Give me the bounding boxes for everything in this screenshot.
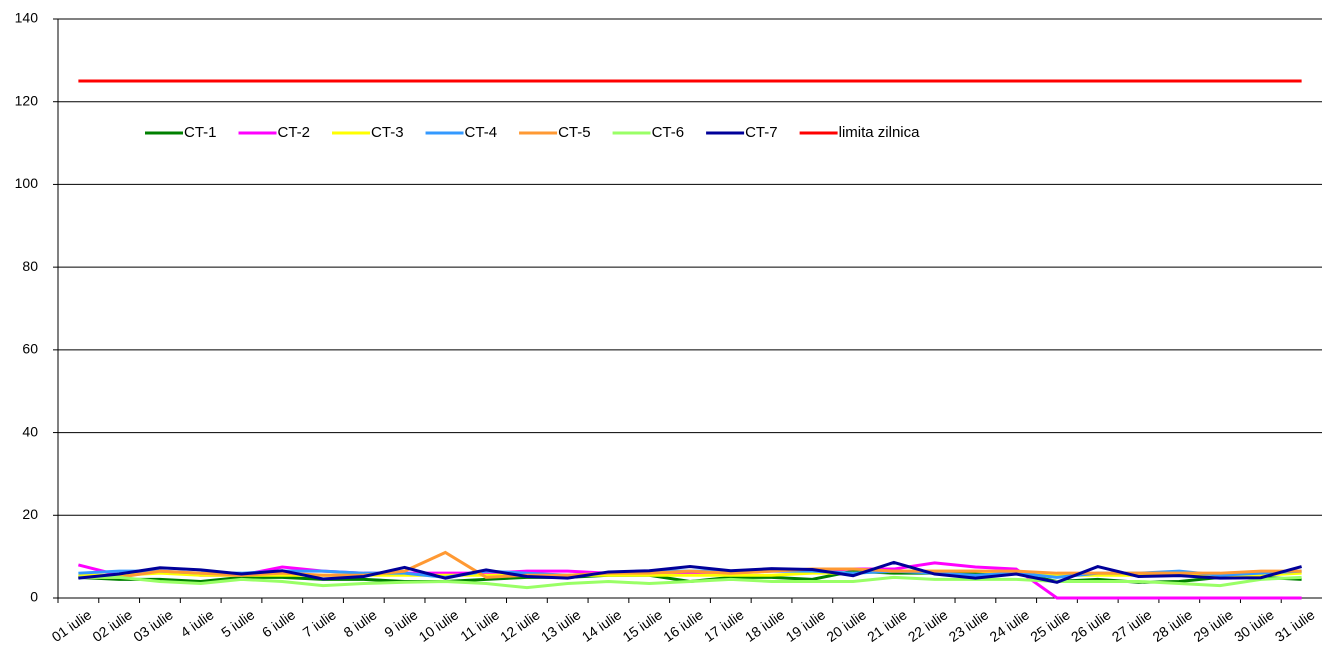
- x-tick-label: 16 iulie: [660, 606, 706, 645]
- legend-item: CT-1: [145, 124, 217, 141]
- legend-item: CT-5: [519, 124, 591, 141]
- series-line: [78, 575, 1302, 590]
- x-tick-label: 10 iulie: [416, 606, 462, 645]
- x-tick-label: 01 iulie: [49, 606, 95, 645]
- y-tick-label: 140: [15, 10, 39, 26]
- x-tick-label: 29 iulie: [1190, 606, 1236, 645]
- x-tick-label: 18 iulie: [742, 606, 788, 645]
- y-tick-label: 100: [15, 175, 39, 191]
- x-tick-label: 21 iulie: [864, 606, 910, 645]
- x-tick-label: 9 iulie: [381, 606, 420, 640]
- legend-item: CT-2: [238, 124, 311, 141]
- x-tick-label: 03 iulie: [130, 606, 176, 645]
- y-tick-label: 40: [22, 423, 38, 439]
- x-tick-label: 24 iulie: [987, 606, 1033, 645]
- x-tick-label: 30 iulie: [1231, 606, 1277, 645]
- legend-item: CT-6: [612, 124, 685, 141]
- y-tick-label: 60: [22, 341, 38, 357]
- y-tick-label: 80: [22, 258, 38, 274]
- legend-label: CT-7: [745, 124, 778, 141]
- legend-label: CT-6: [652, 124, 685, 141]
- x-tick-label: 13 iulie: [538, 606, 584, 645]
- series-line: [78, 561, 1302, 600]
- x-tick-label: 8 iulie: [340, 606, 379, 640]
- x-tick-label: 22 iulie: [905, 606, 951, 645]
- legend-label: CT-4: [465, 124, 498, 141]
- legend-item: CT-4: [425, 124, 498, 141]
- series-line: [78, 560, 1303, 584]
- x-tick-label: 19 iulie: [783, 606, 829, 645]
- legend-label: CT-3: [371, 124, 404, 141]
- x-tick-label: 11 iulie: [457, 606, 502, 644]
- x-tick-label: 26 iulie: [1068, 606, 1114, 645]
- legend-label: CT-2: [278, 124, 311, 141]
- series-line: [78, 550, 1302, 579]
- x-tick-label: 28 iulie: [1150, 606, 1196, 645]
- x-tick-label: 15 iulie: [620, 606, 666, 645]
- x-tick-label: 31 iulie: [1272, 606, 1318, 645]
- x-tick-label: 25 iulie: [1027, 606, 1073, 645]
- x-tick-label: 27 iulie: [1109, 606, 1155, 645]
- y-tick-label: 120: [15, 92, 39, 108]
- legend-label: CT-1: [184, 124, 217, 141]
- x-tick-label: 14 iulie: [579, 606, 625, 645]
- x-tick-label: 4 iulie: [177, 606, 216, 640]
- x-tick-label: 7 iulie: [300, 606, 339, 640]
- legend-item: CT-3: [332, 124, 404, 141]
- x-tick-label: 20 iulie: [823, 606, 869, 645]
- legend-label: limita zilnica: [839, 124, 921, 141]
- x-tick-label: 6 iulie: [259, 606, 298, 640]
- x-tick-label: 12 iulie: [497, 606, 543, 645]
- x-tick-label: 23 iulie: [946, 606, 992, 645]
- series-line: [78, 569, 1302, 577]
- legend-label: CT-5: [558, 124, 591, 141]
- x-tick-label: 02 iulie: [89, 606, 135, 645]
- legend-item: CT-7: [706, 124, 778, 141]
- x-tick-label: 5 iulie: [218, 606, 257, 640]
- y-tick-label: 20: [22, 506, 38, 522]
- legend-item: limita zilnica: [799, 124, 921, 141]
- x-tick-label: 17 iulie: [701, 606, 747, 645]
- y-tick-label: 0: [30, 589, 38, 605]
